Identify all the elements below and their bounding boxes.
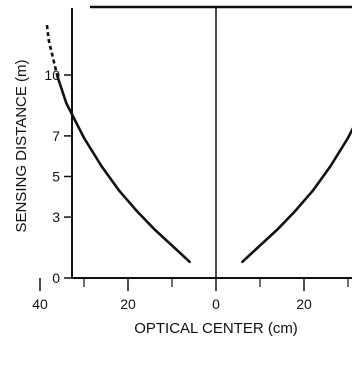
curve-solid-0 — [56, 75, 191, 264]
y-tick-label-1: 3 — [52, 209, 60, 225]
curve-dashed-0 — [45, 22, 59, 78]
x-axis-label: OPTICAL CENTER (cm) — [134, 320, 298, 337]
ticks-layer: 402002040035710 — [32, 67, 349, 312]
y-tick-label-3: 7 — [52, 128, 60, 144]
y-tick-label-4: 10 — [44, 67, 60, 83]
x-tick-label-0: 40 — [32, 296, 48, 312]
x-tick-label-3: 20 — [296, 296, 312, 312]
curves-layer — [45, 22, 352, 264]
y-axis-label: SENSING DISTANCE (m) — [13, 59, 30, 232]
y-tick-label-2: 5 — [52, 169, 60, 185]
x-tick-label-1: 20 — [120, 296, 136, 312]
y-tick-label-0: 0 — [52, 270, 60, 286]
x-tick-label-2: 0 — [212, 296, 220, 312]
curve-solid-1 — [241, 127, 352, 264]
